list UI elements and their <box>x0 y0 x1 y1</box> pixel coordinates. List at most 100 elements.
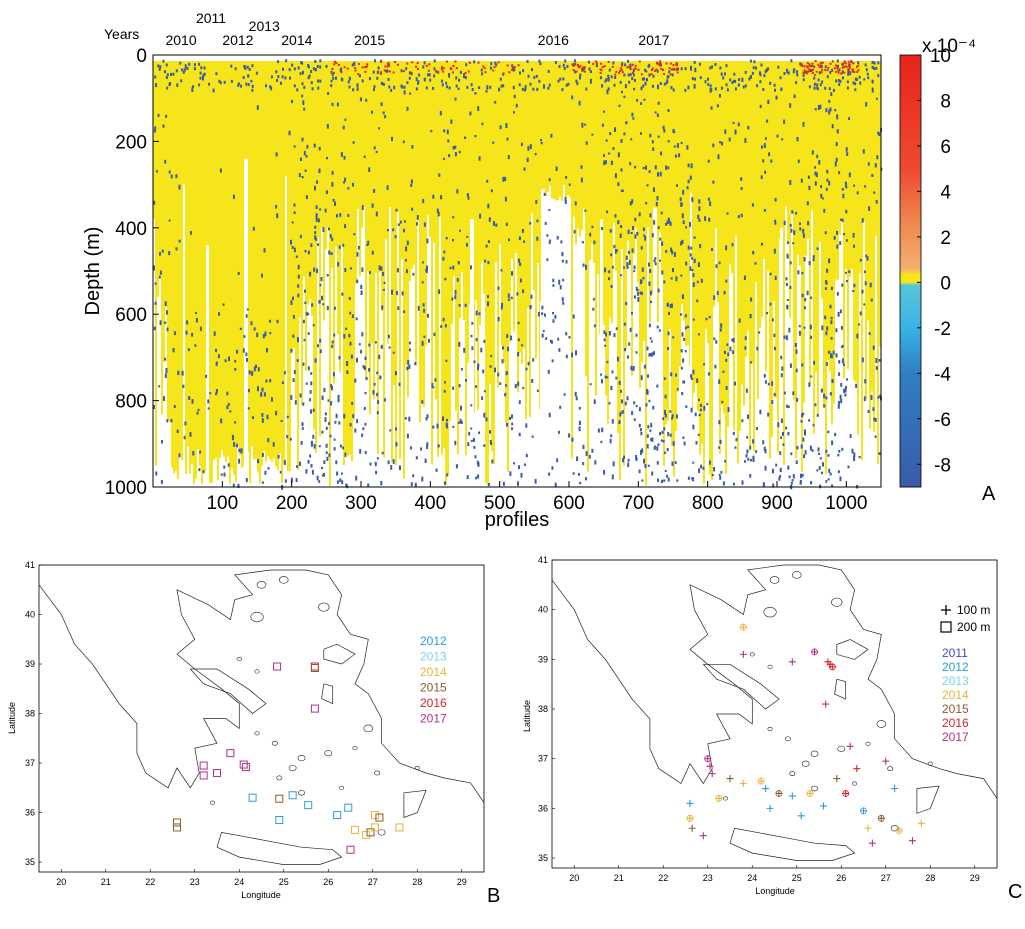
neg-cell <box>669 221 672 226</box>
neg-cell <box>540 139 542 142</box>
neg-cell <box>305 311 308 316</box>
neg-cell <box>495 63 498 67</box>
neg-cell <box>232 194 235 199</box>
neg-cell <box>374 341 377 344</box>
neg-cell <box>215 389 218 394</box>
y-tick-label: 41 <box>25 560 35 570</box>
profile-column <box>723 61 725 414</box>
neg-cell <box>665 81 668 85</box>
neg-cell <box>317 344 319 348</box>
neg-cell <box>642 167 645 170</box>
x-tick-label: 20 <box>569 873 579 883</box>
neg-cell <box>390 88 393 92</box>
neg-cell <box>311 469 314 475</box>
profile-column <box>841 61 843 219</box>
neg-cell <box>240 84 242 88</box>
neg-cell <box>673 145 676 148</box>
neg-cell <box>423 222 426 227</box>
neg-cell <box>839 79 842 83</box>
neg-cell <box>732 338 735 343</box>
neg-cell <box>203 66 206 70</box>
profile-column <box>481 61 483 262</box>
pos-cell <box>386 65 389 68</box>
neg-cell <box>649 133 652 138</box>
neg-cell <box>489 365 492 368</box>
neg-cell <box>285 59 288 63</box>
neg-cell <box>299 393 302 398</box>
neg-cell <box>680 202 683 207</box>
neg-cell <box>854 82 857 86</box>
neg-cell <box>313 143 316 148</box>
profile-column <box>499 61 501 245</box>
neg-cell <box>627 229 630 235</box>
neg-cell <box>344 118 347 121</box>
neg-cell <box>848 270 851 273</box>
neg-cell <box>821 197 824 200</box>
neg-cell <box>684 350 687 353</box>
neg-cell <box>509 416 511 420</box>
neg-cell <box>432 194 435 199</box>
x-tick-label: 20 <box>56 877 66 887</box>
station-square <box>366 828 375 837</box>
neg-cell <box>631 311 633 315</box>
neg-cell <box>335 460 338 465</box>
neg-cell <box>713 337 716 341</box>
neg-cell <box>396 268 399 273</box>
neg-cell <box>696 378 699 383</box>
neg-cell <box>547 369 550 374</box>
neg-cell <box>752 457 755 463</box>
x-tick-label: 28 <box>925 873 935 883</box>
profile-column <box>727 61 729 428</box>
neg-cell <box>668 70 671 74</box>
neg-cell <box>312 408 315 412</box>
neg-cell <box>795 349 798 354</box>
neg-cell <box>177 370 180 375</box>
neg-cell <box>668 219 671 224</box>
neg-cell <box>623 455 626 459</box>
pos-cell <box>821 61 824 64</box>
neg-cell <box>175 174 178 179</box>
neg-cell <box>640 246 643 250</box>
neg-cell <box>331 170 334 175</box>
neg-cell <box>238 448 241 453</box>
profile-column <box>593 61 595 263</box>
neg-cell <box>670 372 673 377</box>
neg-cell <box>827 430 830 434</box>
neg-cell <box>304 169 307 172</box>
profile-column <box>373 61 375 400</box>
pos-cell <box>629 68 632 71</box>
neg-cell <box>324 417 327 423</box>
pos-cell <box>621 64 623 67</box>
island-coast <box>236 657 242 662</box>
neg-cell <box>861 289 864 294</box>
neg-cell <box>699 408 702 412</box>
neg-cell <box>409 92 412 95</box>
neg-cell <box>482 369 485 374</box>
neg-cell <box>680 141 683 145</box>
neg-cell <box>507 155 510 160</box>
station-square <box>304 801 313 810</box>
y-tick-label: 37 <box>538 754 548 764</box>
profile-column <box>405 61 407 365</box>
neg-cell <box>346 361 349 366</box>
pos-cell <box>346 67 349 70</box>
profile-column <box>867 61 869 321</box>
neg-cell <box>446 424 448 429</box>
neg-cell <box>425 417 428 421</box>
neg-cell <box>339 213 342 217</box>
colorbar-tick-label: 8 <box>940 91 951 112</box>
neg-cell <box>660 211 663 215</box>
neg-cell <box>849 434 852 438</box>
neg-cell <box>837 470 840 474</box>
profile-column <box>649 61 651 323</box>
neg-cell <box>557 337 560 341</box>
neg-cell <box>789 223 792 228</box>
neg-cell <box>446 129 449 135</box>
neg-cell <box>635 333 638 337</box>
profile-column <box>849 61 851 277</box>
island-coast <box>890 825 899 832</box>
pos-cell <box>853 71 856 73</box>
neg-cell <box>560 240 563 244</box>
